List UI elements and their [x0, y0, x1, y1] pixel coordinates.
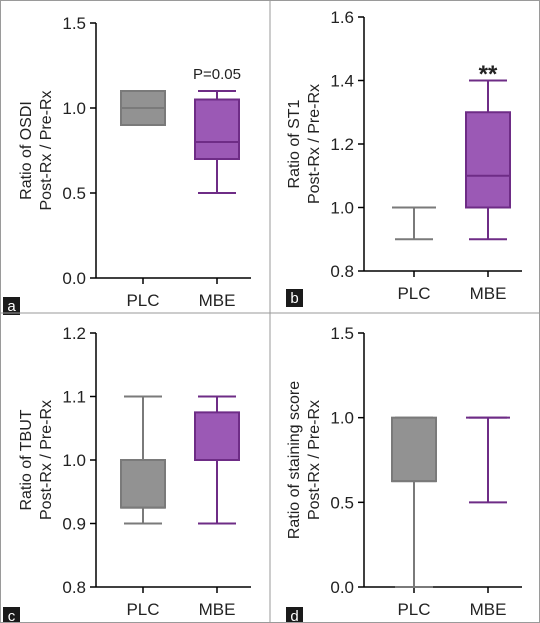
x-tick-label-mbe: MBE [199, 291, 236, 310]
box-plc [392, 206, 436, 241]
y-axis-title-line: Ratio of OSDI [18, 101, 35, 200]
y-tick-label: 0.5 [330, 493, 354, 512]
y-axis-title-line: Post-Rx / Pre-Rx [306, 84, 323, 204]
x-tick-label-plc: PLC [397, 284, 430, 303]
y-axis-title-line: Post-Rx / Pre-Rx [38, 400, 55, 520]
y-tick-label: 0.0 [62, 269, 86, 288]
box-plc [120, 395, 166, 525]
panel-label: d [290, 608, 298, 622]
y-tick-label: 1.0 [330, 199, 354, 218]
x-tick-label-plc: PLC [126, 600, 159, 619]
y-axis-title-line: Ratio of TBUT [18, 409, 35, 510]
y-tick-label: 0.8 [330, 262, 354, 281]
y-tick-label: 1.5 [330, 324, 354, 343]
y-tick-label: 0.0 [330, 578, 354, 597]
box-mbe [466, 416, 510, 504]
y-tick-label: 0.5 [62, 184, 86, 203]
y-tick-label: 1.5 [62, 14, 86, 33]
box-body [391, 416, 437, 483]
x-tick-label-plc: PLC [397, 600, 430, 619]
y-tick-label: 1.2 [62, 324, 86, 343]
panel-label-box [3, 297, 20, 315]
y-tick-label: 1.0 [62, 99, 86, 118]
x-tick-label-plc: PLC [126, 291, 159, 310]
y-tick-label: 1.2 [330, 135, 354, 154]
y-tick-label: 0.8 [62, 578, 86, 597]
panel-label-box [286, 289, 303, 307]
y-tick-label: 1.4 [330, 72, 354, 91]
box-plc [120, 90, 166, 126]
panel-d: 0.0 0.5 1.0 1.5 PLC MBE Ratio of staining scor… [286, 324, 522, 622]
y-tick-label: 1.6 [330, 8, 354, 27]
y-tick-label: 1.0 [62, 451, 86, 470]
box-body [194, 411, 240, 461]
x-tick-label-mbe: MBE [470, 284, 507, 303]
y-tick-label: 1.1 [62, 388, 86, 407]
y-axis-title-line: Post-Rx / Pre-Rx [38, 90, 55, 210]
y-tick-label: 0.9 [62, 515, 86, 534]
panel-label-box [3, 607, 20, 622]
significance-annotation: P=0.05 [193, 66, 241, 83]
box-mbe [194, 395, 240, 525]
panel-label: c [8, 608, 16, 622]
y-axis-title-line: Post-Rx / Pre-Rx [306, 400, 323, 520]
box-body [194, 98, 240, 160]
box-mbe [465, 79, 511, 241]
x-tick-label-mbe: MBE [199, 600, 236, 619]
box-mbe [194, 90, 240, 194]
y-axis-title-line: Ratio of ST1 [286, 99, 303, 188]
panel-c: 0.8 0.9 1.0 1.1 1.2 PLC MBE Ratio of TBUT Post-R… [3, 324, 251, 622]
box-plc [391, 416, 437, 588]
panel-label-box [286, 607, 303, 622]
panel-a: 0.0 0.5 1.0 1.5 PLC MBE Ratio of OSDI Post-Rx /… [3, 14, 251, 315]
x-tick-label-mbe: MBE [470, 600, 507, 619]
panel-b: 0.8 1.0 1.2 1.4 1.6 PLC MBE Ratio of ST1 Post-Rx… [286, 8, 522, 307]
y-axis-title-line: Ratio of staining score [286, 381, 303, 539]
box-body [465, 111, 511, 209]
y-tick-label: 1.0 [330, 409, 354, 428]
panel-label: b [290, 290, 298, 307]
box-body [120, 459, 166, 509]
panel-label: a [7, 298, 16, 315]
significance-annotation: ** [479, 61, 498, 88]
